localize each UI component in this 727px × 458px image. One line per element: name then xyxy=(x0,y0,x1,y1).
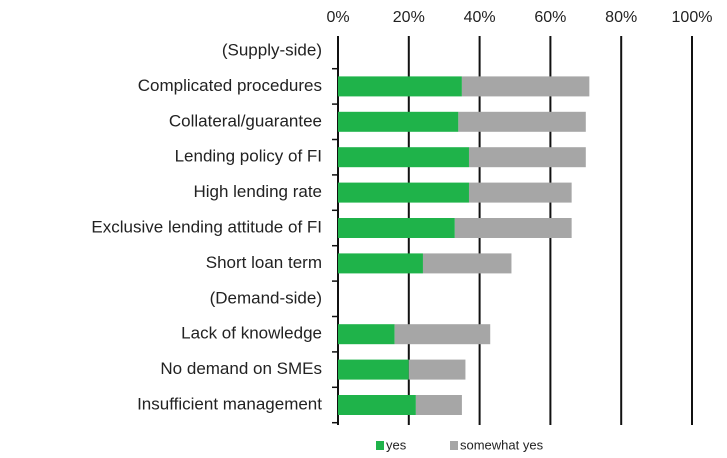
bar-segment xyxy=(461,76,590,97)
bar-segment xyxy=(408,359,466,380)
x-tick-label: 100% xyxy=(672,9,713,26)
bar-segment xyxy=(415,395,462,415)
y-tick-label: High lending rate xyxy=(193,182,322,201)
x-tick-label: 0% xyxy=(326,9,349,26)
legend-swatch xyxy=(450,441,458,450)
legend-swatch xyxy=(376,441,384,450)
legend-label: somewhat yes xyxy=(460,437,544,452)
y-tick-label: Short loan term xyxy=(206,253,322,272)
bar-segment xyxy=(338,147,469,168)
x-tick-label: 40% xyxy=(464,9,496,26)
bar-segment xyxy=(338,395,416,415)
bar-segment xyxy=(338,76,462,97)
bar-segment xyxy=(338,111,459,132)
x-tick-label: 20% xyxy=(393,9,425,26)
y-tick-label: Complicated procedures xyxy=(138,76,322,95)
y-tick-label: Insufficient management xyxy=(137,394,322,413)
bar-segment xyxy=(394,324,491,345)
y-tick-label: Exclusive lending attitude of FI xyxy=(91,217,322,236)
y-tick-label: Collateral/guarantee xyxy=(169,111,322,130)
y-tick-label: Lack of knowledge xyxy=(181,324,322,343)
legend-label: yes xyxy=(386,437,407,452)
bar-segment xyxy=(422,253,512,274)
bar-segment xyxy=(338,324,395,345)
bar-segment xyxy=(468,147,586,168)
bar-segment xyxy=(338,359,409,380)
x-tick-label: 80% xyxy=(605,9,637,26)
bar-segment xyxy=(468,182,572,203)
bar-segment xyxy=(454,218,572,238)
bar-segment xyxy=(338,253,423,274)
y-tick-label: (Demand-side) xyxy=(210,288,322,307)
bar-segment xyxy=(338,182,469,203)
bar-segment xyxy=(338,218,455,238)
y-tick-label: (Supply-side) xyxy=(222,40,322,59)
y-tick-label: No demand on SMEs xyxy=(160,359,322,378)
bar-segment xyxy=(458,111,586,132)
y-tick-label: Lending policy of FI xyxy=(175,147,322,166)
x-tick-label: 60% xyxy=(534,9,566,26)
